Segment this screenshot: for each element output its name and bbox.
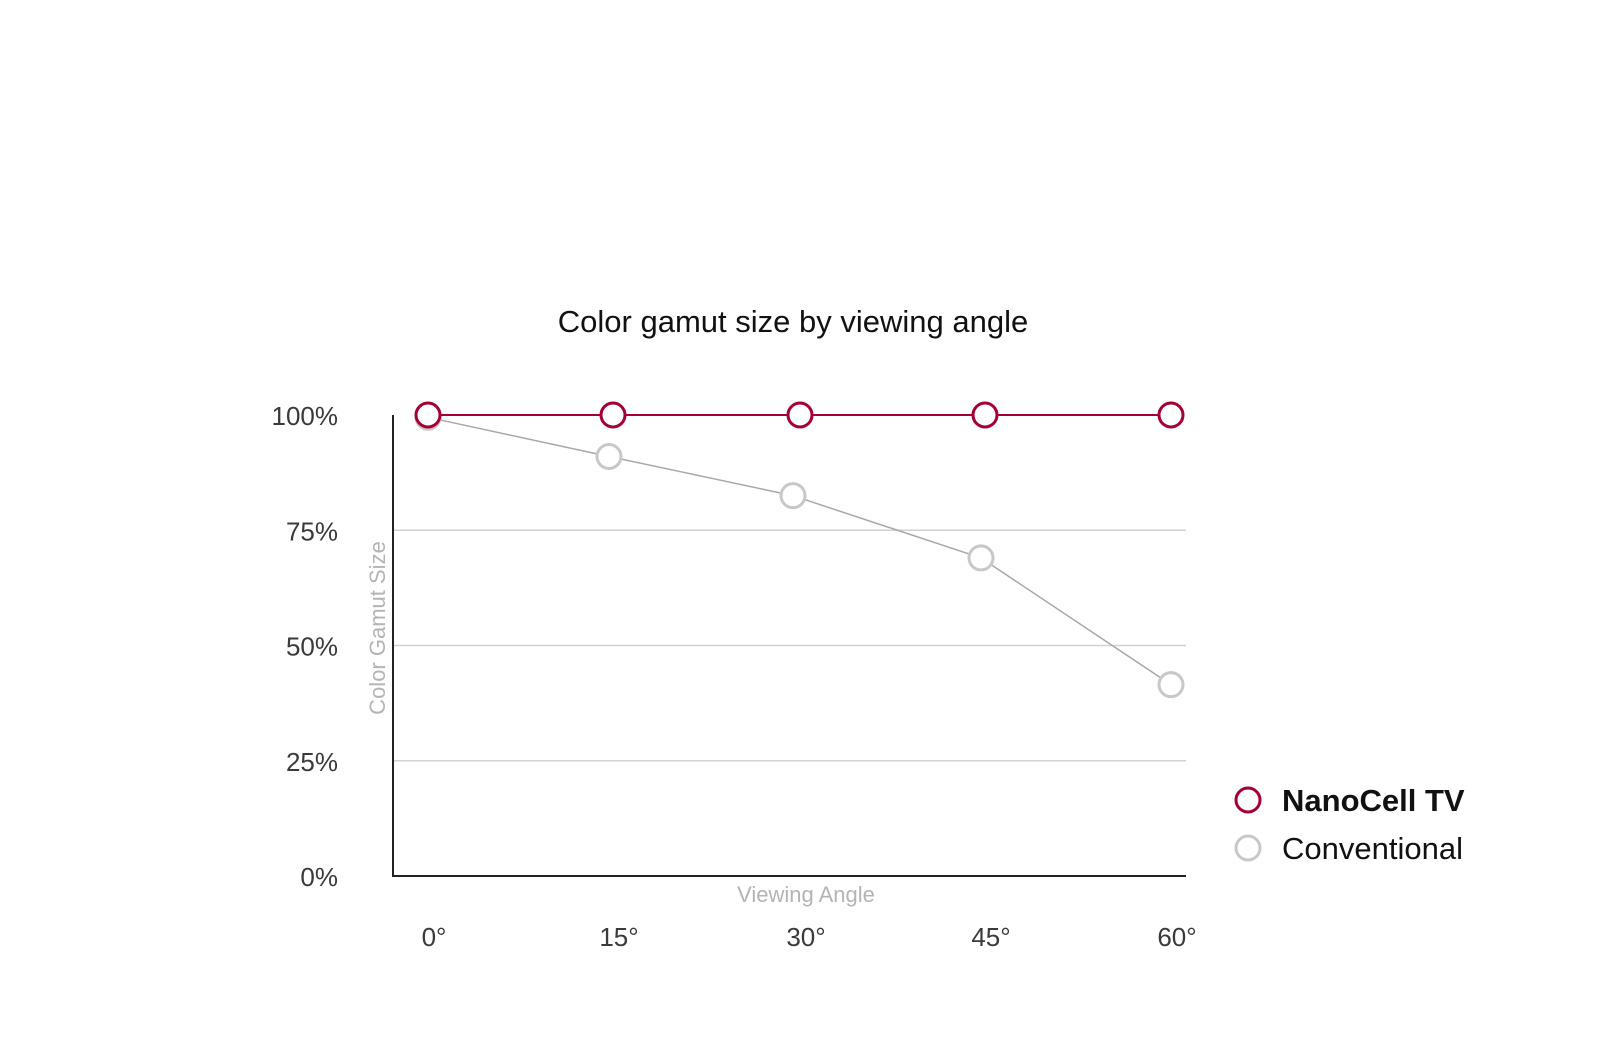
legend-marker-conventional <box>1234 834 1262 862</box>
y-axis-label: Color Gamut Size <box>365 541 390 715</box>
data-point <box>599 401 627 429</box>
x-tick-label: 45° <box>971 922 1010 952</box>
legend: NanoCell TV Conventional <box>1234 783 1465 866</box>
series-layer <box>414 401 1185 699</box>
x-axis-label: Viewing Angle <box>737 882 875 907</box>
data-point <box>414 401 442 429</box>
data-point <box>971 401 999 429</box>
y-tick-label: 50% <box>286 632 338 662</box>
y-tick-label: 75% <box>286 516 338 546</box>
x-tick-label: 15° <box>599 922 638 952</box>
legend-label-nanocell: NanoCell TV <box>1282 783 1465 818</box>
chart-title: Color gamut size by viewing angle <box>558 304 1028 339</box>
y-tick-labels: 0% 25% 50% 75% 100% <box>272 401 339 892</box>
y-tick-label: 25% <box>286 747 338 777</box>
data-point <box>786 401 814 429</box>
data-point <box>967 544 995 572</box>
series-nanocell <box>414 401 1185 429</box>
data-point <box>1157 671 1185 699</box>
x-tick-label: 30° <box>786 922 825 952</box>
x-tick-label: 60° <box>1157 922 1196 952</box>
data-point <box>595 442 623 470</box>
legend-marker-nanocell <box>1234 786 1262 814</box>
x-tick-labels: 0° 15° 30° 45° 60° <box>422 922 1197 952</box>
x-tick-label: 0° <box>422 922 447 952</box>
series-line <box>427 416 1172 686</box>
legend-label-conventional: Conventional <box>1282 831 1463 866</box>
series-conventional <box>414 403 1185 699</box>
y-tick-label: 100% <box>272 401 339 431</box>
data-point <box>779 482 807 510</box>
grid-lines <box>393 529 1186 762</box>
data-point <box>1157 401 1185 429</box>
y-tick-label: 0% <box>300 862 338 892</box>
